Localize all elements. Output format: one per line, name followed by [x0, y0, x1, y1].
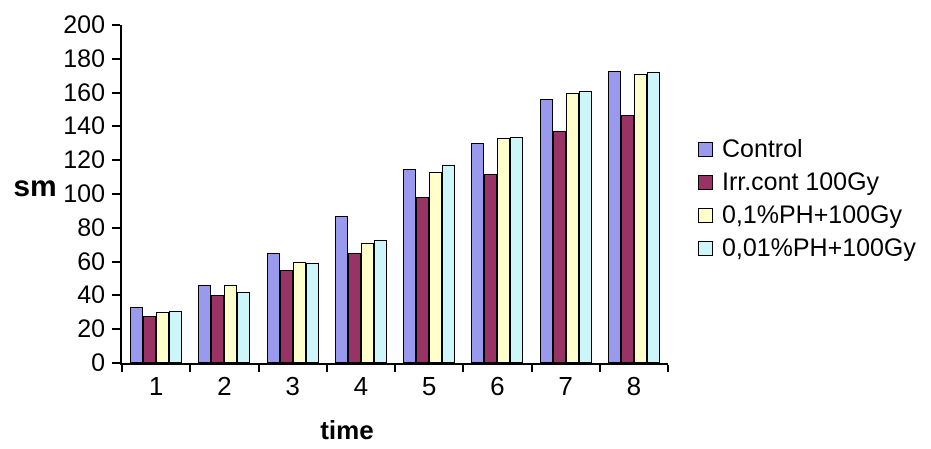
y-tick-mark — [112, 159, 120, 162]
y-axis-title: sm — [13, 170, 57, 203]
legend: Control Irr.cont 100Gy 0,1%PH+100Gy 0,01%PH… — [698, 133, 916, 265]
bar-series1-time1 — [130, 307, 144, 363]
bar-series4-time1 — [169, 310, 183, 363]
x-axis-line — [120, 363, 668, 365]
y-tick-mark — [112, 24, 120, 26]
bar-series1-time2 — [198, 285, 212, 363]
bar-series1-time4 — [334, 215, 348, 363]
x-tick-label: 4 — [353, 371, 369, 401]
legend-swatch-icon — [698, 208, 713, 223]
bar-series3-time4 — [360, 243, 374, 363]
y-tick-mark — [112, 125, 120, 128]
x-tick-mark — [394, 365, 396, 372]
bar-series3-time6 — [497, 138, 511, 363]
y-tick-label: 100 — [63, 180, 105, 208]
bar-series2-time8 — [620, 114, 634, 363]
x-tick-label: 7 — [558, 371, 573, 401]
x-tick-mark — [598, 365, 601, 372]
legend-label: 0,01%PH+100Gy — [722, 234, 916, 262]
bar-series2-time7 — [552, 131, 566, 363]
y-tick-mark — [112, 91, 120, 94]
bar-series1-time6 — [471, 143, 485, 363]
bar-series2-time6 — [484, 173, 498, 363]
y-tick-label: 120 — [63, 146, 105, 175]
bar-series2-time2 — [211, 295, 225, 363]
x-tick-mark — [189, 365, 192, 372]
x-tick-label: 1 — [148, 371, 164, 401]
x-tick-label: 2 — [217, 371, 232, 401]
y-axis-line — [120, 25, 122, 365]
legend-entry: 0,1%PH+100Gy — [698, 199, 916, 232]
bar-series3-time2 — [224, 285, 238, 363]
bar-series3-time5 — [429, 172, 443, 363]
y-tick-mark — [112, 362, 120, 364]
legend-entry: Control — [698, 133, 916, 166]
legend-label: Irr.cont 100Gy — [722, 168, 880, 196]
bar-series3-time7 — [565, 92, 579, 363]
x-tick-mark — [257, 365, 260, 372]
y-tick-mark — [112, 294, 120, 297]
bar-series4-time8 — [646, 72, 660, 363]
x-tick-label: 3 — [285, 371, 300, 401]
y-tick-label: 60 — [77, 247, 105, 276]
x-axis-title: time — [320, 415, 374, 445]
y-tick-mark — [112, 193, 120, 195]
bar-series1-time5 — [403, 168, 417, 363]
legend-entry: Irr.cont 100Gy — [698, 166, 916, 199]
bar-series2-time1 — [143, 315, 157, 363]
x-tick-mark — [530, 365, 533, 372]
bar-series4-time7 — [578, 90, 592, 363]
bar-series3-time1 — [156, 312, 170, 363]
legend-swatch-icon — [698, 175, 713, 190]
y-tick-mark — [112, 328, 120, 331]
bar-series4-time3 — [305, 263, 319, 363]
y-tick-mark — [112, 57, 120, 60]
bar-series3-time8 — [633, 74, 647, 363]
y-tick-label: 0 — [91, 349, 105, 377]
bar-series2-time5 — [416, 197, 430, 363]
bar-series3-time3 — [292, 261, 306, 363]
bar-series4-time2 — [237, 292, 251, 363]
y-tick-label: 180 — [63, 44, 105, 73]
bar-series2-time3 — [279, 270, 293, 363]
x-tick-label: 5 — [421, 371, 437, 401]
y-tick-mark — [112, 226, 120, 229]
y-tick-label: 20 — [77, 315, 105, 344]
y-tick-label: 40 — [77, 281, 105, 310]
bar-series4-time5 — [442, 165, 456, 363]
y-tick-label: 160 — [63, 78, 105, 107]
y-tick-label: 140 — [63, 112, 105, 141]
legend-entry: 0,01%PH+100Gy — [698, 232, 916, 265]
y-tick-label: 80 — [77, 213, 105, 242]
legend-swatch-icon — [698, 241, 713, 256]
bar-series2-time4 — [347, 253, 361, 363]
y-tick-label: 200 — [63, 11, 105, 39]
legend-label: Control — [722, 135, 803, 163]
x-tick-label: 8 — [626, 371, 642, 401]
legend-swatch-icon — [698, 142, 713, 157]
bar-series1-time7 — [539, 99, 553, 363]
x-tick-mark — [462, 365, 465, 372]
bar-series1-time8 — [607, 70, 621, 363]
x-tick-mark — [121, 365, 123, 372]
bar-series4-time6 — [510, 136, 524, 363]
x-tick-label: 6 — [490, 371, 505, 401]
y-tick-mark — [112, 260, 120, 263]
bar-series1-time3 — [266, 253, 280, 363]
bar-series4-time4 — [373, 239, 387, 363]
legend-label: 0,1%PH+100Gy — [722, 201, 902, 229]
x-tick-mark — [667, 365, 669, 372]
x-tick-mark — [325, 365, 328, 372]
